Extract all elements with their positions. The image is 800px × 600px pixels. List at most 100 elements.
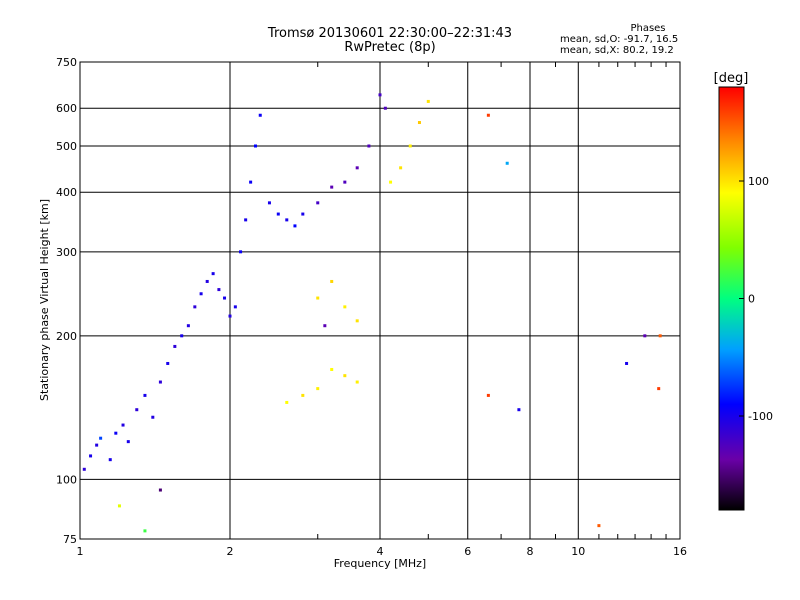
y-tick-label: 75 [63,533,77,546]
data-point [383,106,387,110]
data-point [249,180,253,184]
data-point [193,305,197,309]
x-tick-label: 4 [377,545,384,558]
data-point [276,212,280,216]
data-point [399,166,403,170]
data-point [343,180,347,184]
y-tick-label: 200 [56,330,77,343]
data-point [316,296,320,300]
y-tick-label: 100 [56,473,77,486]
data-point [95,443,99,447]
x-axis-ticks: 1 2 4 6 8 10 16 [77,62,687,558]
data-point [211,272,215,276]
colorbar-unit-label: [deg] [714,71,749,86]
data-point [143,529,147,533]
data-point [323,324,327,328]
data-points [82,93,662,533]
data-point [233,305,237,309]
data-point [108,458,112,462]
data-point [228,314,232,318]
data-point [143,393,147,397]
plot-frame [79,61,681,540]
colorbar-tick-label: -100 [748,410,773,423]
y-tick-label: 750 [56,56,77,69]
data-point [89,454,93,458]
data-point [301,212,305,216]
x-axis-label: Frequency [MHz] [334,557,426,570]
data-point [82,467,86,471]
y-axis-ticks: 75 100 200 300 400 500 600 750 [56,56,77,546]
x-tick-label: 8 [527,545,534,558]
data-point [343,305,347,309]
colorbar-tick-label: 100 [748,175,769,188]
y-tick-label: 400 [56,186,77,199]
data-point [186,324,190,328]
data-point [343,374,347,378]
data-point [486,113,490,117]
data-point [355,380,359,384]
y-tick-label: 600 [56,102,77,115]
data-point [505,161,509,165]
data-point [408,144,412,148]
data-point [301,393,305,397]
data-point [597,524,601,528]
x-tick-label: 10 [571,545,585,558]
data-point [316,387,320,391]
data-point [205,279,209,283]
phase-stats-o: mean, sd,O: -91.7, 16.5 [560,34,679,45]
colorbar-ticks: 100 0 -100 [739,175,773,423]
data-point [389,180,393,184]
data-point [330,279,334,283]
data-point [180,334,184,338]
data-point [158,380,162,384]
plot-grid [80,62,680,539]
data-point [426,99,430,103]
data-point [173,344,177,348]
data-point [223,296,227,300]
data-point [643,334,647,338]
phase-label: Phases [630,23,666,34]
data-point [517,408,521,412]
data-point [367,144,371,148]
data-point [316,201,320,205]
data-point [330,185,334,189]
data-point [217,288,221,292]
x-tick-label: 16 [673,545,687,558]
data-point [657,387,661,391]
y-tick-label: 300 [56,246,77,259]
data-point [285,218,289,222]
x-tick-label: 6 [464,545,471,558]
phase-stats-x: mean, sd,X: 80.2, 19.2 [560,45,674,56]
data-point [486,393,490,397]
colorbar-tick-label: 0 [748,293,755,306]
data-point [114,431,118,435]
data-point [253,144,257,148]
data-point [293,224,297,228]
chart-title: Tromsø 20130601 22:30:00–22:31:43 [267,26,513,41]
data-point [378,93,382,97]
data-point [239,250,243,254]
data-point [158,488,162,492]
x-tick-label: 1 [77,545,84,558]
data-point [355,166,359,170]
data-point [117,504,121,508]
data-point [285,400,289,404]
data-point [244,218,248,222]
data-point [625,361,629,365]
data-point [417,121,421,125]
data-point [151,415,155,419]
data-point [126,440,130,444]
data-point [166,361,170,365]
data-point [330,367,334,371]
data-point [658,334,662,338]
data-point [199,292,203,296]
data-point [99,436,103,440]
x-tick-label: 2 [227,545,234,558]
y-axis-label: Stationary phase Virtual Height [km] [38,199,51,401]
chart-subtitle: RwPretec (8p) [344,40,436,55]
data-point [121,423,125,427]
data-point [355,319,359,323]
data-point [135,408,139,412]
data-point [258,113,262,117]
